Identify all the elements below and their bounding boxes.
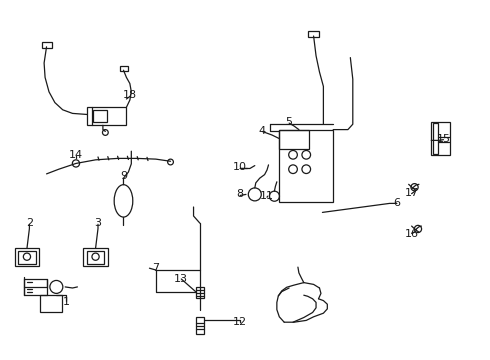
Bar: [196, 287, 204, 298]
Bar: [87, 107, 126, 125]
Text: 2: 2: [26, 218, 33, 228]
Bar: [40, 295, 62, 312]
Text: 5: 5: [286, 117, 293, 127]
Text: 11: 11: [260, 191, 274, 201]
Text: 12: 12: [233, 317, 247, 327]
Text: 15: 15: [437, 134, 450, 144]
Text: 10: 10: [233, 162, 247, 172]
Text: 9: 9: [120, 171, 127, 181]
Bar: [431, 122, 450, 155]
Text: 1: 1: [63, 297, 70, 307]
Text: 13: 13: [174, 274, 188, 284]
Text: 4: 4: [259, 126, 266, 136]
Bar: [42, 42, 52, 48]
Bar: [15, 248, 39, 266]
Text: 16: 16: [405, 229, 418, 239]
Bar: [196, 317, 204, 334]
Text: 6: 6: [393, 198, 400, 208]
Text: 7: 7: [152, 263, 159, 273]
Text: 14: 14: [69, 150, 83, 160]
Bar: [93, 110, 107, 122]
Bar: [120, 66, 128, 71]
Text: 8: 8: [237, 189, 244, 199]
Bar: [308, 31, 319, 37]
Bar: [83, 248, 108, 266]
Bar: [433, 123, 438, 154]
Bar: [18, 251, 36, 264]
Text: 3: 3: [95, 218, 101, 228]
Bar: [87, 251, 104, 264]
Text: 18: 18: [123, 90, 137, 100]
Bar: [279, 130, 309, 149]
Bar: [279, 130, 333, 202]
Text: 17: 17: [405, 188, 418, 198]
